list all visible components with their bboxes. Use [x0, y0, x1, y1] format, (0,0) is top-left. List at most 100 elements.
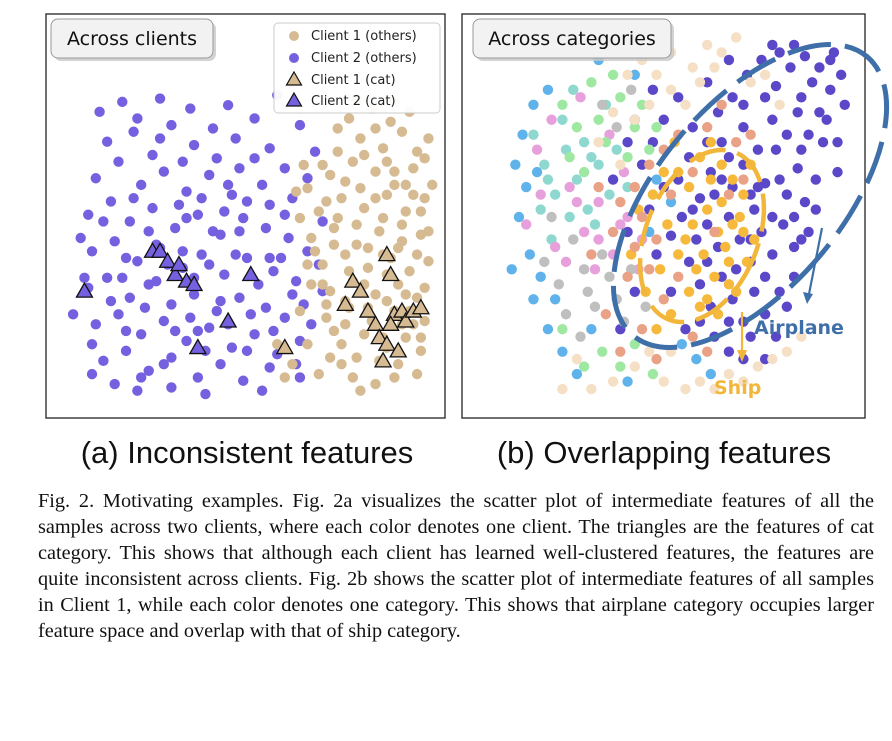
plot-b-points-series-0-point-98	[629, 286, 640, 297]
plot-b-points-series-7-point-6	[665, 189, 677, 200]
plot-b-points-series-0-point-30	[767, 249, 778, 260]
plot-b-points-series-4-point-16	[611, 122, 622, 133]
plot-b-points-series-0-point-24	[702, 219, 713, 230]
plot-b-points-series-8-point-27	[607, 376, 619, 387]
plot-b-points-series-3-point-3	[564, 181, 575, 193]
plot-b-points-series-1-point-1	[683, 181, 695, 193]
plot-a-points-series-2-point-17	[389, 341, 408, 358]
plot-b-points-series-3-point-11	[560, 256, 572, 268]
plot-b-points-series-8-point-17	[745, 77, 756, 88]
plot-a-points-series-0-point-48	[260, 302, 272, 313]
plot-b-points-series-0-point-66	[796, 144, 807, 155]
plot-b-points-series-0-point-36	[694, 279, 706, 290]
plot-b-points-series-2-point-5	[582, 204, 593, 215]
plot-a-points-series-2-point-14	[377, 245, 396, 262]
plot-b-points-series-4-point-13	[578, 264, 590, 275]
plot-b-points-series-7-point-23	[651, 353, 662, 365]
plot-b-points-series-8-point-29	[571, 353, 583, 365]
plot-b-points-series-0-point-10	[781, 189, 793, 200]
plot-b-points-series-1-point-16	[723, 256, 735, 268]
plot-a-points-series-1-point-41	[396, 126, 408, 137]
plot-b-points-series-6-point-4	[528, 99, 539, 111]
plot-b-points-series-0-point-112	[767, 39, 778, 51]
plot-a-points-series-0-point-2	[147, 149, 158, 161]
plot-a-points-series-1-point-63	[415, 345, 427, 357]
plot-b-points-series-0-point-90	[774, 47, 785, 58]
plot-b-points-series-0-point-52	[687, 122, 698, 133]
plot-b-points-series-8-point-20	[658, 376, 669, 387]
plot-b-points-series-1-point-7	[749, 234, 760, 245]
plot-a-points-series-0-point-128	[249, 153, 260, 164]
plot-a-points-series-0-point-37	[241, 252, 253, 264]
plot-b-points-series-6-point-8	[549, 294, 561, 305]
plot-b-points-series-0-point-103	[759, 353, 771, 365]
plot-a-points-series-1-point-67	[411, 368, 423, 380]
plot-a-points-series-1-point-84	[302, 259, 313, 270]
plot-a-points-series-0-point-114	[207, 123, 219, 134]
plot-a-points-series-1-point-24	[324, 285, 336, 297]
plot-a-points-series-1-point-23	[423, 256, 434, 267]
plot-b-points-series-0-point-22	[814, 62, 825, 73]
plot-b-points-series-6-point-0	[510, 159, 521, 170]
plot-a-points-series-1-point-102	[272, 339, 283, 350]
plot-b-points-series-0-point-60	[709, 189, 720, 200]
plot-a-points-series-0-point-138	[158, 358, 170, 370]
plot-b-points-series-5-point-10	[622, 151, 633, 163]
plot-b-points-series-7-point-14	[658, 294, 669, 305]
plot-a-points-series-0-point-13	[158, 166, 170, 177]
plot-a-points-series-1-point-113	[298, 159, 309, 171]
plot-a-points-series-0-point-123	[234, 226, 245, 237]
plot-a-points-series-1-point-80	[381, 156, 393, 167]
plot-b-points-series-1-point-28	[654, 264, 666, 275]
plot-b-points-series-8-point-16	[615, 159, 626, 170]
plot-b-points-series-8-point-23	[709, 383, 720, 395]
plot-b-points-series-0-point-11	[792, 163, 803, 174]
plot-a-points-series-0-point-100	[173, 199, 185, 210]
plot-a-points-series-2-point-1	[336, 295, 355, 312]
plot-a-points-series-0-point-20	[83, 209, 94, 220]
plot-b-points-series-2-point-8	[535, 204, 546, 215]
plot-a-points-series-1-point-65	[370, 378, 381, 390]
plot-a-points-series-1-point-104	[294, 305, 306, 317]
plot-b-points-series-0-point-80	[680, 324, 691, 335]
plot-b-points-series-4-point-11	[604, 271, 615, 283]
plot-b-points-series-0-point-107	[810, 204, 821, 215]
plot-a-points-series-3-point-7	[184, 275, 204, 292]
plot-a-points-series-0-point-32	[132, 256, 143, 267]
plot-b-points-series-6-point-21	[676, 338, 688, 350]
plot-a-points-series-1-point-14	[351, 239, 362, 250]
plot-b-points-series-8-point-10	[665, 84, 677, 96]
plot-b-points-series-0-point-93	[687, 204, 698, 215]
plot-b-points-series-3-point-2	[549, 241, 561, 253]
plot-b-points-series-7-point-20	[600, 309, 612, 320]
plot-b-points-series-2-point-18	[564, 211, 575, 223]
plot-b-points-series-0-point-65	[781, 129, 793, 140]
plot-a-points-series-3-point-4	[166, 265, 185, 282]
plot-a-points-series-2-point-5	[366, 315, 385, 331]
plot-b-points-series-2-point-10	[557, 114, 568, 125]
plot-b-points-series-6-point-1	[521, 181, 532, 193]
plot-b-points-series-4-point-9	[589, 301, 601, 312]
plot-a-points-series-0-point-23	[147, 202, 158, 214]
plot-a-points-series-3-point-10	[188, 338, 207, 355]
plot-b-points-series-3-point-19	[615, 219, 626, 230]
plot-a-points-series-0-point-16	[226, 189, 238, 201]
plot-b-points-series-8-point-18	[759, 69, 771, 81]
plot-b-points-series-0-point-111	[788, 39, 800, 51]
plot-a-points-series-1-point-87	[370, 192, 381, 204]
plot-b-points-series-0-point-19	[770, 80, 782, 92]
plot-b-points-series-5-point-4	[615, 92, 626, 103]
plot-a-points-series-0-point-119	[169, 325, 181, 337]
plot-b-points-series-0-point-44	[781, 301, 793, 312]
plot-a-points-series-1-point-4	[389, 179, 400, 191]
plot-b-points-series-0-point-68	[774, 174, 785, 185]
plot-b-points-series-0-point-31	[778, 219, 789, 230]
plot-b-points-series-5-point-3	[600, 137, 612, 148]
plot-a-points-series-1-point-42	[411, 146, 423, 157]
plot-a-points-series-0-point-50	[90, 319, 102, 330]
plot-a-points-series-0-point-110	[177, 156, 188, 167]
plot-a-points-series-0-point-117	[105, 295, 117, 307]
plot-b-points-series-0-point-12	[803, 129, 814, 140]
plot-b-points-series-3-point-13	[589, 264, 601, 275]
plot-a-points-series-0-point-85	[275, 252, 287, 264]
